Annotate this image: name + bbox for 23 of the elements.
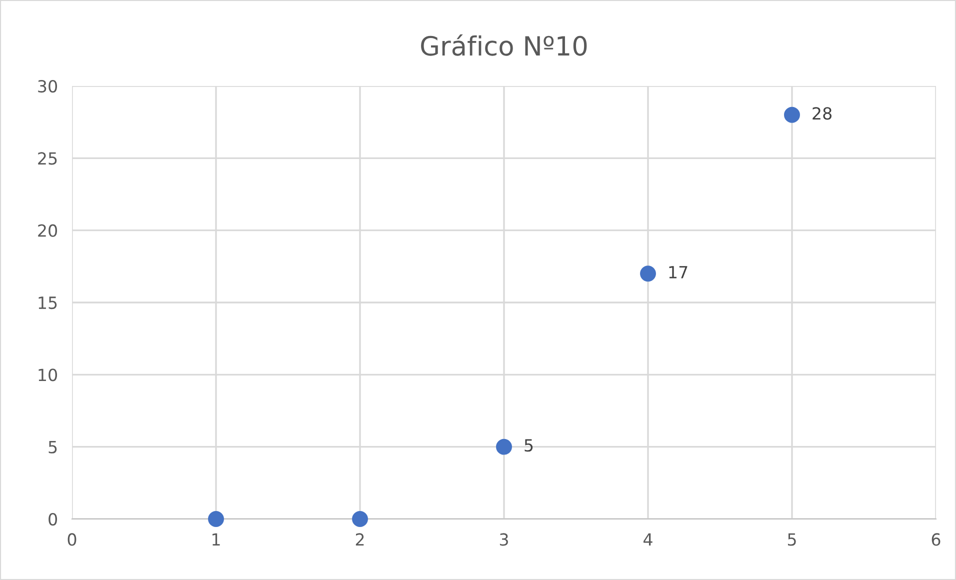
y-tick-label: 5	[48, 441, 57, 454]
data-label: 28	[812, 107, 832, 120]
x-tick-label: 6	[932, 533, 940, 546]
point	[640, 266, 656, 282]
x-tick-label: 2	[356, 533, 364, 546]
x-tick-label: 3	[500, 533, 508, 546]
point	[496, 438, 512, 455]
x-tick-label: 4	[644, 533, 652, 546]
y-tick-label: 20	[38, 224, 58, 237]
y-tick-label: 30	[38, 80, 58, 93]
data-label: 17	[669, 266, 688, 278]
x-tick-label: 5	[788, 533, 796, 546]
point	[784, 106, 800, 123]
point	[208, 511, 224, 527]
y-tick-label: 0	[48, 512, 58, 526]
y-tick-label: 25	[38, 152, 57, 165]
chart-title: Gráfico Nº10	[421, 34, 587, 56]
y-tick-label: 10	[38, 368, 58, 382]
y-tick-label: 15	[38, 296, 57, 310]
x-tick-label: 0	[68, 533, 76, 546]
x-tick-label: 1	[212, 533, 220, 546]
data-label: 5	[524, 439, 533, 452]
point	[352, 511, 368, 527]
